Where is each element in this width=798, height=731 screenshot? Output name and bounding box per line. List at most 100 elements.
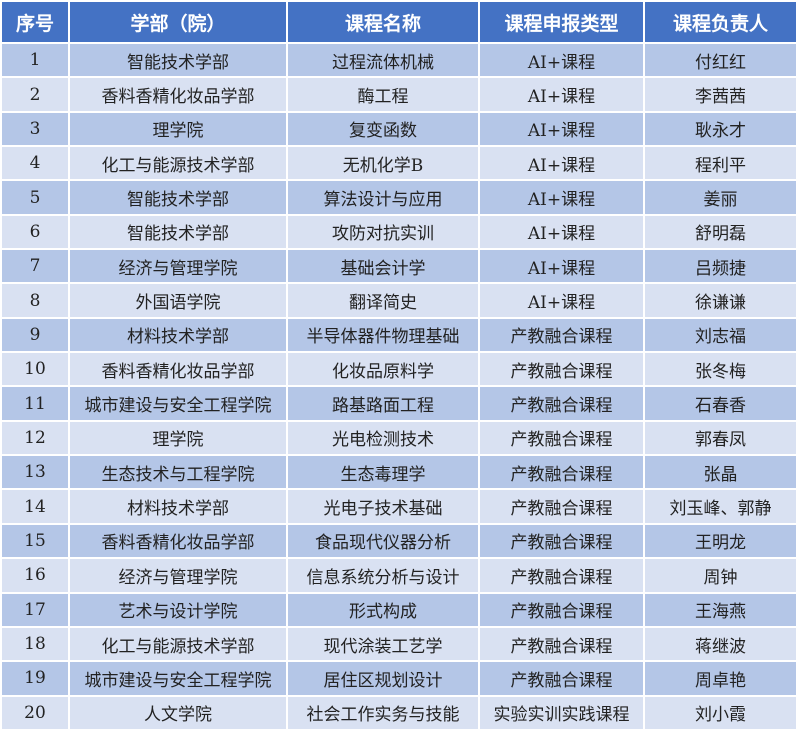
cell-index: 7 [0, 248, 70, 285]
cell-index: 10 [0, 351, 70, 388]
cell-department: 香料香精化妆品学部 [68, 522, 288, 560]
header-row: 序号 学部（院） 课程名称 课程申报类型 课程负责人 [0, 0, 798, 44]
header-course-name: 课程名称 [286, 0, 480, 44]
cell-lead: 李茜茜 [643, 76, 798, 113]
cell-index: 5 [0, 179, 70, 216]
cell-course-name: 路基路面工程 [286, 385, 480, 422]
cell-course-type: AI+课程 [478, 248, 645, 285]
cell-course-name: 酶工程 [286, 76, 480, 113]
cell-course-type: AI+课程 [478, 110, 645, 148]
cell-department: 智能技术学部 [68, 179, 288, 216]
table-row: 5 智能技术学部 算法设计与应用 AI+课程 姜丽 [0, 179, 798, 216]
cell-course-type: 产教融合课程 [478, 557, 645, 594]
cell-index: 20 [0, 694, 70, 731]
cell-course-type: 产教融合课程 [478, 522, 645, 560]
cell-course-name: 算法设计与应用 [286, 179, 480, 216]
cell-course-type: 产教融合课程 [478, 591, 645, 628]
cell-department: 香料香精化妆品学部 [68, 76, 288, 113]
cell-lead: 郭春凤 [643, 419, 798, 457]
cell-lead: 周钟 [643, 557, 798, 594]
cell-department: 智能技术学部 [68, 41, 288, 79]
cell-department: 香料香精化妆品学部 [68, 351, 288, 388]
cell-lead: 石春香 [643, 385, 798, 422]
cell-course-type: 产教融合课程 [478, 454, 645, 491]
table-row: 2 香料香精化妆品学部 酶工程 AI+课程 李茜茜 [0, 76, 798, 113]
cell-department: 材料技术学部 [68, 316, 288, 354]
cell-course-type: 产教融合课程 [478, 385, 645, 422]
header-department: 学部（院） [68, 0, 288, 44]
cell-course-type: 产教融合课程 [478, 488, 645, 525]
cell-index: 8 [0, 282, 70, 319]
cell-department: 人文学院 [68, 694, 288, 731]
table-row: 6 智能技术学部 攻防对抗实训 AI+课程 舒明磊 [0, 213, 798, 251]
cell-course-name: 形式构成 [286, 591, 480, 628]
cell-course-name: 基础会计学 [286, 248, 480, 285]
header-index: 序号 [0, 0, 70, 44]
cell-lead: 刘小霞 [643, 694, 798, 731]
cell-department: 理学院 [68, 419, 288, 457]
cell-course-type: AI+课程 [478, 76, 645, 113]
cell-index: 19 [0, 660, 70, 697]
cell-lead: 刘玉峰、郭静 [643, 488, 798, 525]
cell-department: 经济与管理学院 [68, 248, 288, 285]
cell-lead: 张晶 [643, 454, 798, 491]
cell-lead: 刘志福 [643, 316, 798, 354]
cell-index: 2 [0, 76, 70, 113]
cell-index: 14 [0, 488, 70, 525]
cell-index: 9 [0, 316, 70, 354]
cell-course-type: 产教融合课程 [478, 419, 645, 457]
cell-index: 18 [0, 625, 70, 663]
cell-lead: 舒明磊 [643, 213, 798, 251]
table-row: 20 人文学院 社会工作实务与技能 实验实训实践课程 刘小霞 [0, 694, 798, 731]
cell-course-name: 社会工作实务与技能 [286, 694, 480, 731]
header-course-type: 课程申报类型 [478, 0, 645, 44]
cell-department: 生态技术与工程学院 [68, 454, 288, 491]
cell-lead: 吕频捷 [643, 248, 798, 285]
cell-department: 化工与能源技术学部 [68, 145, 288, 182]
cell-department: 理学院 [68, 110, 288, 148]
table-row: 15 香料香精化妆品学部 食品现代仪器分析 产教融合课程 王明龙 [0, 522, 798, 560]
cell-course-type: 产教融合课程 [478, 625, 645, 663]
cell-index: 4 [0, 145, 70, 182]
cell-course-type: 产教融合课程 [478, 316, 645, 354]
cell-department: 材料技术学部 [68, 488, 288, 525]
cell-course-type: AI+课程 [478, 179, 645, 216]
cell-course-type: AI+课程 [478, 145, 645, 182]
cell-course-type: AI+课程 [478, 213, 645, 251]
cell-course-name: 食品现代仪器分析 [286, 522, 480, 560]
table-row: 12 理学院 光电检测技术 产教融合课程 郭春凤 [0, 419, 798, 457]
cell-lead: 蒋继波 [643, 625, 798, 663]
table-row: 4 化工与能源技术学部 无机化学B AI+课程 程利平 [0, 145, 798, 182]
cell-index: 15 [0, 522, 70, 560]
cell-department: 经济与管理学院 [68, 557, 288, 594]
cell-course-name: 光电检测技术 [286, 419, 480, 457]
cell-lead: 耿永才 [643, 110, 798, 148]
cell-lead: 王海燕 [643, 591, 798, 628]
cell-lead: 王明龙 [643, 522, 798, 560]
table-row: 8 外国语学院 翻译简史 AI+课程 徐谦谦 [0, 282, 798, 319]
cell-department: 城市建设与安全工程学院 [68, 660, 288, 697]
cell-department: 艺术与设计学院 [68, 591, 288, 628]
cell-course-name: 翻译简史 [286, 282, 480, 319]
table-row: 19 城市建设与安全工程学院 居住区规划设计 产教融合课程 周卓艳 [0, 660, 798, 697]
table-row: 17 艺术与设计学院 形式构成 产教融合课程 王海燕 [0, 591, 798, 628]
cell-course-name: 光电子技术基础 [286, 488, 480, 525]
cell-course-name: 攻防对抗实训 [286, 213, 480, 251]
cell-index: 17 [0, 591, 70, 628]
header-lead: 课程负责人 [643, 0, 798, 44]
cell-index: 12 [0, 419, 70, 457]
cell-course-name: 半导体器件物理基础 [286, 316, 480, 354]
table-row: 3 理学院 复变函数 AI+课程 耿永才 [0, 110, 798, 148]
cell-department: 城市建设与安全工程学院 [68, 385, 288, 422]
table-row: 9 材料技术学部 半导体器件物理基础 产教融合课程 刘志福 [0, 316, 798, 354]
cell-lead: 付红红 [643, 41, 798, 79]
cell-course-name: 生态毒理学 [286, 454, 480, 491]
cell-department: 化工与能源技术学部 [68, 625, 288, 663]
cell-department: 外国语学院 [68, 282, 288, 319]
cell-index: 1 [0, 41, 70, 79]
cell-lead: 姜丽 [643, 179, 798, 216]
cell-lead: 程利平 [643, 145, 798, 182]
cell-index: 11 [0, 385, 70, 422]
table-row: 14 材料技术学部 光电子技术基础 产教融合课程 刘玉峰、郭静 [0, 488, 798, 525]
